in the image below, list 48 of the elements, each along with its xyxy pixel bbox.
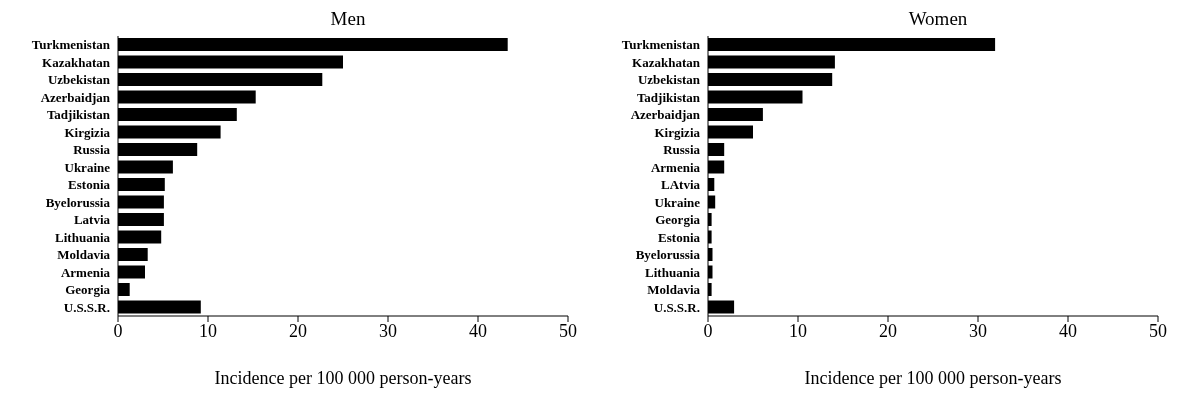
- y-tick-label: Ukraine: [654, 194, 701, 210]
- x-tick-label: 20: [289, 320, 307, 341]
- y-tick-label: U.S.S.R.: [63, 299, 110, 315]
- y-tick-label: Moldavia: [57, 247, 111, 263]
- y-tick-label: Lithuania: [55, 229, 111, 245]
- x-tick-label: 40: [1059, 320, 1077, 341]
- y-tick-label: Georgia: [655, 212, 701, 228]
- chart-title: Men: [329, 8, 367, 31]
- y-tick-label: Estonia: [658, 229, 701, 245]
- x-axis-title: Incidence per 100 000 person-years: [804, 368, 1062, 388]
- y-tick-label: Tadjikistan: [636, 89, 701, 105]
- x-tick-label: 20: [879, 320, 897, 341]
- y-tick-label: Kazakhatan: [42, 54, 111, 70]
- y-tick-label: Georgia: [65, 282, 111, 298]
- x-tick-label: 30: [379, 320, 397, 341]
- y-tick-label: Latvia: [73, 212, 111, 228]
- y-tick-label: Turkmenistan: [31, 37, 111, 53]
- y-tick-label: Azerbaidjan: [40, 89, 111, 105]
- y-tick-label: Armenia: [60, 264, 111, 280]
- y-tick-label: Estonia: [68, 177, 111, 193]
- y-tick-label: Turkmenistan: [621, 37, 701, 53]
- x-tick-label: 0: [113, 320, 123, 341]
- y-tick-label: Tadjikistan: [46, 107, 111, 123]
- y-tick-label: Uzbekistan: [637, 72, 701, 88]
- y-tick-label: LAtvia: [661, 177, 701, 193]
- y-tick-label: Byelorussia: [45, 194, 111, 210]
- y-tick-label: Kirgizia: [654, 124, 701, 140]
- y-tick-label: Kazakhatan: [632, 54, 701, 70]
- y-tick-label: Russia: [663, 142, 701, 158]
- x-tick-label: 0: [703, 320, 713, 341]
- y-tick-label: Armenia: [650, 159, 701, 175]
- y-tick-label: Moldavia: [647, 282, 701, 298]
- x-tick-label: 40: [469, 320, 487, 341]
- x-tick-label: 10: [789, 320, 807, 341]
- y-tick-label: Lithuania: [645, 264, 701, 280]
- y-tick-label: Kirgizia: [64, 124, 111, 140]
- x-tick-label: 50: [559, 320, 577, 341]
- y-tick-label: Byelorussia: [635, 247, 701, 263]
- y-tick-label: Uzbekistan: [47, 72, 111, 88]
- x-axis-title: Incidence per 100 000 person-years: [214, 368, 472, 388]
- x-tick-label: 30: [969, 320, 987, 341]
- x-tick-label: 50: [1149, 320, 1167, 341]
- y-tick-label: Russia: [73, 142, 111, 158]
- y-tick-label: Azerbaidjan: [630, 107, 701, 123]
- y-tick-label: U.S.S.R.: [653, 299, 700, 315]
- x-tick-label: 10: [199, 320, 217, 341]
- chart-title: Women: [907, 8, 969, 31]
- y-tick-label: Ukraine: [64, 159, 111, 175]
